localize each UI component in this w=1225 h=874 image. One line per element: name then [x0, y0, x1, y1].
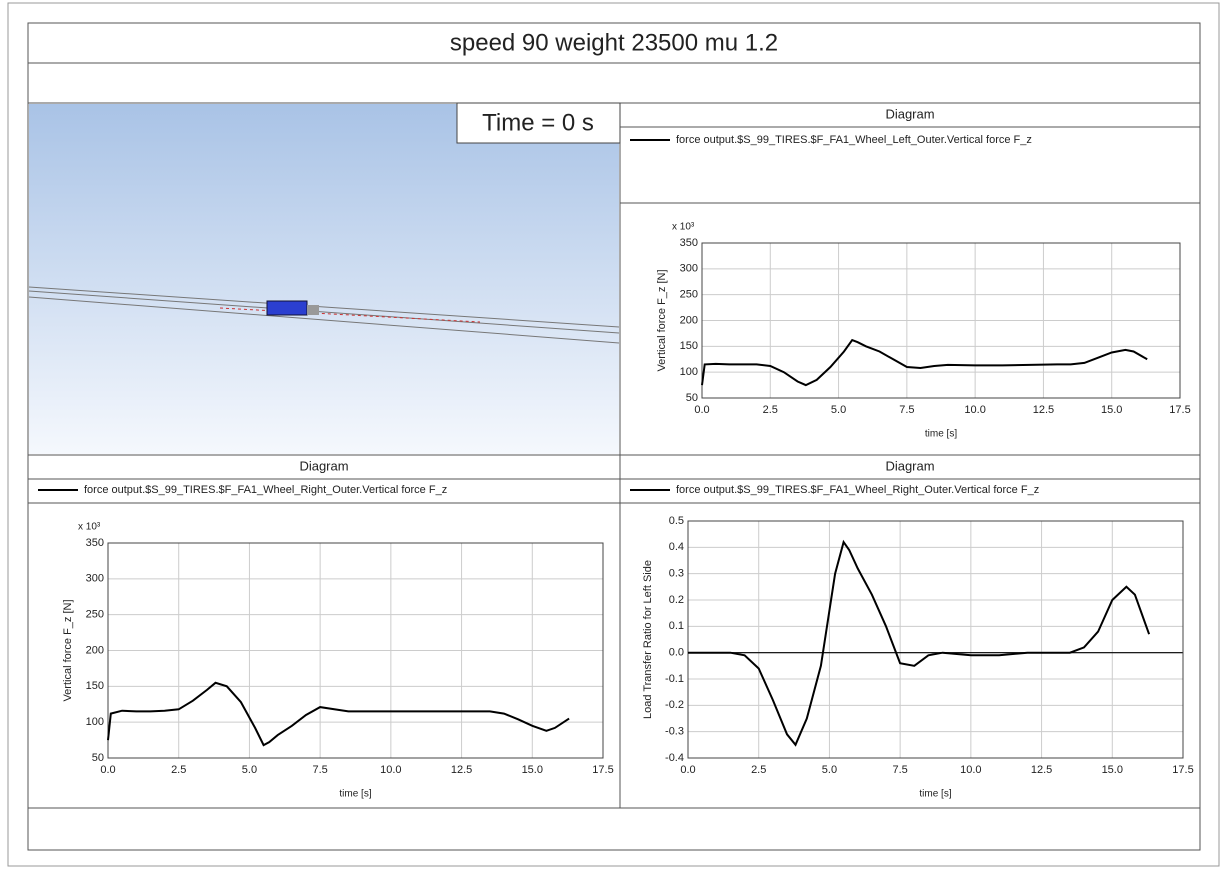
legend-label: force output.$S_99_TIRES.$F_FA1_Wheel_Le…: [676, 134, 1032, 146]
x-tick-label: 7.5: [892, 764, 907, 776]
series-line: [107, 681, 570, 747]
y-tick-label: -0.3: [665, 726, 684, 738]
truck: [266, 300, 308, 316]
x-tick-label: 7.5: [899, 404, 914, 416]
report-title: speed 90 weight 23500 mu 1.2: [450, 29, 778, 56]
x-tick-label: 12.5: [451, 764, 472, 776]
time-label: Time = 0 s: [482, 109, 594, 136]
y-tick-label: 250: [680, 289, 698, 301]
y-tick-label: 150: [680, 340, 698, 352]
y-tick-label: 350: [86, 537, 104, 549]
y-tick-label: 0.4: [669, 541, 684, 553]
plot-area: [687, 520, 1184, 759]
series-line: [701, 338, 1148, 387]
y-tick-label: 100: [86, 716, 104, 728]
y-axis-label: Vertical force F_z [N]: [656, 269, 668, 371]
outer-frame: [7, 2, 1220, 867]
x-tick-label: 0.0: [680, 764, 695, 776]
inner-frame: [27, 22, 1201, 851]
x-tick-label: 0.0: [100, 764, 115, 776]
x-tick-label: 5.0: [242, 764, 257, 776]
y-tick-label: 0.5: [669, 515, 684, 527]
y-axis-label: Load Transfer Ratio for Left Side: [642, 560, 654, 719]
y-tick-label: 250: [86, 609, 104, 621]
legend-label: force output.$S_99_TIRES.$F_FA1_Wheel_Ri…: [676, 484, 1039, 496]
x-tick-label: 2.5: [763, 404, 778, 416]
y-tick-label: 0.2: [669, 594, 684, 606]
x-tick-label: 2.5: [751, 764, 766, 776]
road: [28, 286, 620, 344]
x-tick-label: 10.0: [960, 764, 981, 776]
x-tick-label: 12.5: [1033, 404, 1054, 416]
y-tick-label: 300: [680, 263, 698, 275]
x-tick-label: 10.0: [380, 764, 401, 776]
y-tick-label: 0.0: [669, 647, 684, 659]
legend-label: force output.$S_99_TIRES.$F_FA1_Wheel_Ri…: [84, 484, 447, 496]
x-axis-label: time [s]: [925, 429, 957, 440]
x-tick-label: 17.5: [592, 764, 613, 776]
plot-frame: [107, 542, 604, 759]
x-axis-label: time [s]: [919, 789, 951, 800]
y-tick-label: 200: [86, 644, 104, 656]
x-tick-label: 5.0: [831, 404, 846, 416]
time-box: [456, 102, 621, 144]
y-tick-label: 150: [86, 680, 104, 692]
y-tick-label: 0.3: [669, 568, 684, 580]
x-tick-label: 15.0: [1102, 764, 1123, 776]
y-tick-label: 0.1: [669, 620, 684, 632]
x-tick-label: 15.0: [522, 764, 543, 776]
plot-frame: [687, 520, 1184, 759]
x-tick-label: 10.0: [964, 404, 985, 416]
cab: [307, 305, 319, 315]
y-tick-label: 350: [680, 237, 698, 249]
x-axis-label: time [s]: [339, 789, 371, 800]
y-multiplier: x 10³: [672, 222, 695, 233]
y-tick-label: 200: [680, 314, 698, 326]
y-axis-label: Vertical force F_z [N]: [62, 599, 74, 701]
3d-view: Time = 0 s: [28, 102, 621, 454]
diagram-title: Diagram: [885, 458, 934, 473]
track: [219, 307, 481, 323]
diagram-title: Diagram: [299, 458, 348, 473]
x-tick-label: 17.5: [1169, 404, 1190, 416]
x-tick-label: 2.5: [171, 764, 186, 776]
y-tick-label: 300: [86, 573, 104, 585]
y-tick-label: 50: [92, 752, 104, 764]
y-tick-label: -0.4: [665, 752, 684, 764]
x-tick-label: 7.5: [312, 764, 327, 776]
x-tick-label: 17.5: [1172, 764, 1193, 776]
sky: [29, 104, 619, 454]
x-tick-label: 0.0: [694, 404, 709, 416]
diagram-title: Diagram: [885, 106, 934, 121]
y-tick-label: -0.2: [665, 699, 684, 711]
plot-frame: [701, 242, 1181, 399]
x-tick-label: 12.5: [1031, 764, 1052, 776]
series-line: [688, 539, 1151, 747]
y-tick-label: 50: [686, 392, 698, 404]
y-tick-label: -0.1: [665, 673, 684, 685]
y-tick-label: 100: [680, 366, 698, 378]
x-tick-label: 5.0: [822, 764, 837, 776]
x-tick-label: 15.0: [1101, 404, 1122, 416]
y-multiplier: x 10³: [78, 522, 101, 533]
